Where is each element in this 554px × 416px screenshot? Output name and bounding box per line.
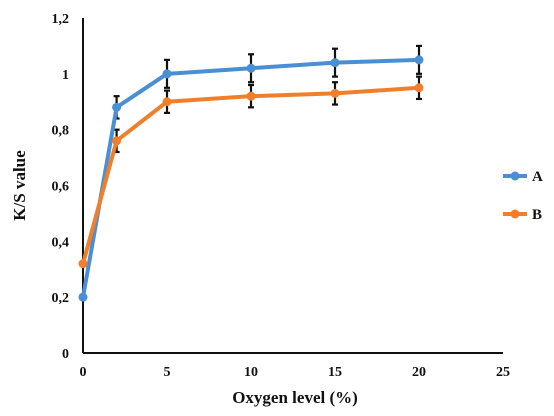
x-tick-label: 20 (412, 365, 426, 380)
y-tick-label: 1 (62, 68, 69, 83)
data-point-b (330, 88, 340, 98)
y-tick-label: 0,8 (52, 124, 70, 139)
x-tick-labels: 0 5 10 15 20 25 (80, 365, 511, 380)
data-points (78, 55, 424, 302)
y-axis-title: K/S value (10, 150, 29, 221)
y-tick-label: 0,2 (52, 291, 70, 306)
axes (82, 18, 503, 354)
data-point-a (246, 63, 256, 73)
data-point-a (330, 58, 340, 68)
legend: AB (503, 169, 543, 223)
legend-label-a: A (532, 169, 543, 185)
y-tick-label: 0,4 (52, 235, 70, 250)
x-tick-label: 25 (496, 365, 510, 380)
data-point-b (414, 83, 424, 93)
series-line-a (81, 57, 420, 298)
data-point-b (246, 91, 256, 101)
x-tick-label: 15 (328, 365, 342, 380)
data-point-b (162, 97, 172, 107)
legend-marker-a (510, 171, 520, 181)
x-tick-label: 0 (80, 365, 87, 380)
data-point-a (414, 55, 424, 65)
y-tick-label: 1,2 (52, 12, 70, 27)
data-point-b (112, 136, 122, 146)
y-tick-label: 0,6 (52, 180, 70, 195)
legend-label-b: B (532, 207, 542, 223)
x-tick-label: 10 (244, 365, 258, 380)
data-point-a (112, 102, 122, 112)
y-tick-labels: 0 0,2 0,4 0,6 0,8 1 1,2 (52, 12, 70, 362)
data-point-a (78, 292, 88, 302)
x-tick-label: 5 (164, 365, 171, 380)
series-line-b (81, 85, 420, 265)
series-lines (81, 57, 420, 298)
y-tick-label: 0 (62, 347, 69, 362)
x-axis-title: Oxygen level (%) (232, 388, 358, 407)
data-point-b (78, 259, 88, 269)
data-point-a (162, 69, 172, 79)
legend-marker-b (510, 209, 520, 219)
